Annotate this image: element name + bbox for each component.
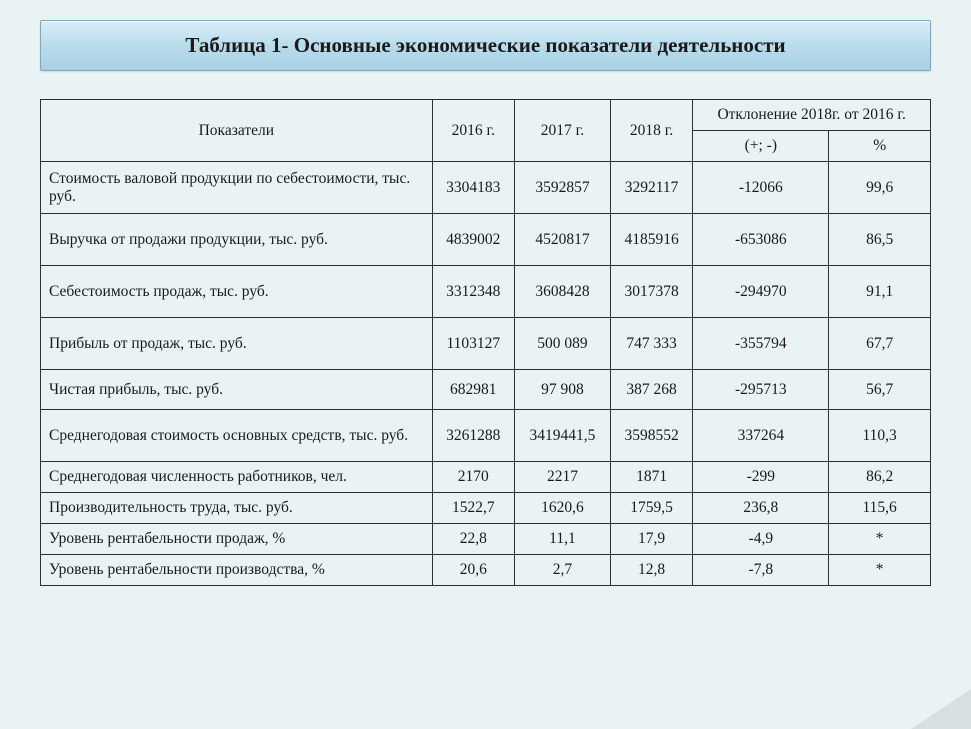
cell-2016: 1103127: [432, 318, 514, 370]
cell-2016: 2170: [432, 462, 514, 493]
cell-dev-abs: 236,8: [693, 493, 829, 524]
cell-dev-pct: 67,7: [829, 318, 931, 370]
cell-indicator: Прибыль от продаж, тыс. руб.: [41, 318, 433, 370]
cell-dev-abs: -653086: [693, 214, 829, 266]
cell-dev-pct: *: [829, 524, 931, 555]
cell-dev-pct: 56,7: [829, 370, 931, 410]
header-deviation-pct: %: [829, 131, 931, 162]
table-row: Стоимость валовой продукции по себестоим…: [41, 162, 931, 214]
cell-2018: 3598552: [610, 410, 692, 462]
cell-indicator: Производительность труда, тыс. руб.: [41, 493, 433, 524]
economic-indicators-table: Показатели 2016 г. 2017 г. 2018 г. Откло…: [40, 99, 931, 586]
cell-dev-pct: *: [829, 555, 931, 586]
cell-2016: 4839002: [432, 214, 514, 266]
cell-dev-pct: 99,6: [829, 162, 931, 214]
cell-dev-abs: -299: [693, 462, 829, 493]
cell-2017: 3419441,5: [515, 410, 611, 462]
cell-dev-abs: -294970: [693, 266, 829, 318]
header-deviation-abs: (+; -): [693, 131, 829, 162]
table-row: Чистая прибыль, тыс. руб.68298197 908387…: [41, 370, 931, 410]
table-header: Показатели 2016 г. 2017 г. 2018 г. Откло…: [41, 100, 931, 162]
table-row: Себестоимость продаж, тыс. руб.331234836…: [41, 266, 931, 318]
cell-indicator: Уровень рентабельности продаж, %: [41, 524, 433, 555]
cell-dev-abs: -4,9: [693, 524, 829, 555]
cell-dev-abs: -355794: [693, 318, 829, 370]
header-2018: 2018 г.: [610, 100, 692, 162]
cell-2018: 1759,5: [610, 493, 692, 524]
cell-2017: 2217: [515, 462, 611, 493]
cell-2017: 97 908: [515, 370, 611, 410]
cell-dev-abs: 337264: [693, 410, 829, 462]
cell-indicator: Среднегодовая стоимость основных средств…: [41, 410, 433, 462]
table-row: Уровень рентабельности продаж, %22,811,1…: [41, 524, 931, 555]
cell-dev-pct: 110,3: [829, 410, 931, 462]
cell-dev-pct: 115,6: [829, 493, 931, 524]
header-2016: 2016 г.: [432, 100, 514, 162]
cell-2018: 747 333: [610, 318, 692, 370]
cell-2018: 387 268: [610, 370, 692, 410]
cell-2017: 1620,6: [515, 493, 611, 524]
header-2017: 2017 г.: [515, 100, 611, 162]
cell-2017: 3608428: [515, 266, 611, 318]
cell-dev-pct: 86,5: [829, 214, 931, 266]
table-body: Стоимость валовой продукции по себестоим…: [41, 162, 931, 586]
table-row: Среднегодовая стоимость основных средств…: [41, 410, 931, 462]
cell-2016: 3261288: [432, 410, 514, 462]
cell-2018: 4185916: [610, 214, 692, 266]
cell-2017: 3592857: [515, 162, 611, 214]
cell-2018: 17,9: [610, 524, 692, 555]
cell-2017: 2,7: [515, 555, 611, 586]
cell-indicator: Выручка от продажи продукции, тыс. руб.: [41, 214, 433, 266]
cell-2016: 1522,7: [432, 493, 514, 524]
cell-2018: 1871: [610, 462, 692, 493]
table-row: Уровень рентабельности производства, %20…: [41, 555, 931, 586]
cell-2018: 12,8: [610, 555, 692, 586]
page-curl-decoration: [911, 689, 971, 729]
cell-2016: 3312348: [432, 266, 514, 318]
cell-2018: 3017378: [610, 266, 692, 318]
table-row: Среднегодовая численность работников, че…: [41, 462, 931, 493]
cell-indicator: Стоимость валовой продукции по себестоим…: [41, 162, 433, 214]
cell-indicator: Среднегодовая численность работников, че…: [41, 462, 433, 493]
cell-dev-abs: -12066: [693, 162, 829, 214]
cell-dev-pct: 91,1: [829, 266, 931, 318]
cell-2016: 22,8: [432, 524, 514, 555]
cell-dev-abs: -295713: [693, 370, 829, 410]
table-row: Прибыль от продаж, тыс. руб.1103127500 0…: [41, 318, 931, 370]
cell-indicator: Уровень рентабельности производства, %: [41, 555, 433, 586]
cell-dev-abs: -7,8: [693, 555, 829, 586]
header-indicator: Показатели: [41, 100, 433, 162]
cell-dev-pct: 86,2: [829, 462, 931, 493]
cell-2017: 4520817: [515, 214, 611, 266]
table-row: Выручка от продажи продукции, тыс. руб.4…: [41, 214, 931, 266]
cell-2017: 500 089: [515, 318, 611, 370]
table-row: Производительность труда, тыс. руб.1522,…: [41, 493, 931, 524]
cell-2016: 20,6: [432, 555, 514, 586]
title-bar: Таблица 1- Основные экономические показа…: [40, 20, 931, 71]
cell-indicator: Чистая прибыль, тыс. руб.: [41, 370, 433, 410]
cell-2017: 11,1: [515, 524, 611, 555]
page-title: Таблица 1- Основные экономические показа…: [61, 33, 910, 58]
cell-indicator: Себестоимость продаж, тыс. руб.: [41, 266, 433, 318]
cell-2016: 3304183: [432, 162, 514, 214]
cell-2018: 3292117: [610, 162, 692, 214]
header-deviation-group: Отклонение 2018г. от 2016 г.: [693, 100, 931, 131]
cell-2016: 682981: [432, 370, 514, 410]
